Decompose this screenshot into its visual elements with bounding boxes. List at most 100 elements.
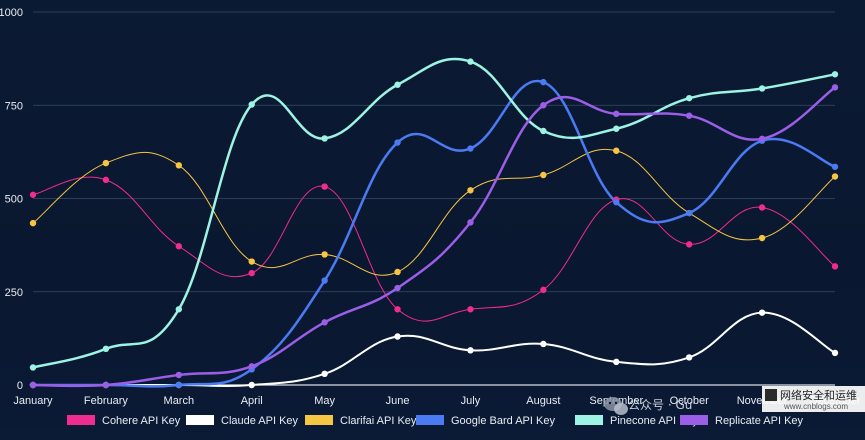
data-point <box>831 163 839 170</box>
data-point <box>467 219 474 226</box>
data-point <box>613 110 620 118</box>
data-point <box>248 381 255 389</box>
data-point <box>321 277 328 284</box>
data-point <box>29 191 37 198</box>
data-point <box>613 358 620 366</box>
data-point <box>831 173 839 180</box>
watermark-url: www.cnblogs.com <box>783 402 848 411</box>
data-point <box>685 354 693 361</box>
data-point <box>685 112 693 119</box>
data-point <box>175 162 183 169</box>
data-point <box>248 363 255 370</box>
data-point <box>102 176 110 184</box>
legend-swatch <box>305 415 333 425</box>
data-point <box>613 147 620 154</box>
data-point <box>321 370 328 378</box>
data-point <box>540 127 547 135</box>
y-tick-label: 0 <box>17 380 23 392</box>
x-tick-label: February <box>84 395 129 407</box>
data-point <box>467 347 474 354</box>
data-point <box>175 243 183 250</box>
y-tick-label: 750 <box>5 100 23 112</box>
data-point <box>29 364 37 371</box>
data-point <box>613 199 620 206</box>
data-point <box>394 333 401 340</box>
y-tick-label: 250 <box>5 287 23 299</box>
data-point <box>29 381 37 389</box>
data-point <box>102 345 110 353</box>
legend-label: Cohere API Key <box>102 415 181 427</box>
x-tick-label: May <box>314 395 335 407</box>
data-point <box>758 85 766 92</box>
data-point <box>321 251 328 258</box>
y-tick-label: 1000 <box>0 7 23 19</box>
data-point <box>758 204 766 211</box>
series-line-1 <box>33 311 836 387</box>
legend-swatch <box>67 415 95 425</box>
data-point <box>831 71 839 78</box>
data-point <box>831 263 839 270</box>
data-point <box>540 78 547 86</box>
y-tick-label: 500 <box>5 194 23 206</box>
data-point <box>29 219 37 227</box>
series-line-2 <box>32 148 836 276</box>
data-points <box>29 58 839 389</box>
data-point <box>248 258 255 265</box>
data-point <box>394 284 401 292</box>
data-point <box>467 187 474 194</box>
wechat-icon <box>604 397 628 415</box>
legend-swatch <box>186 415 214 425</box>
data-point <box>685 209 693 217</box>
watermark-logo-icon <box>765 389 777 401</box>
x-tick-label: July <box>461 395 481 407</box>
legend-label: Replicate API Key <box>715 415 804 427</box>
watermark-right-text: 网络安全和运维 <box>780 388 857 402</box>
data-point <box>321 183 328 190</box>
data-point <box>394 306 401 313</box>
data-point <box>102 381 110 389</box>
grid-lines <box>33 11 835 386</box>
legend-label: Claude API Key <box>221 415 299 427</box>
watermark-left-text: 公众号 · Gu <box>628 398 692 412</box>
data-point <box>394 268 401 276</box>
legend: Cohere API Key Claude API Key Clarifai API… <box>67 415 804 427</box>
legend-label: Clarifai API Key <box>340 415 417 427</box>
legend-swatch <box>680 415 708 425</box>
data-point <box>831 84 839 91</box>
x-tick-label: April <box>241 395 263 407</box>
data-point <box>540 102 547 109</box>
series-lines <box>32 57 836 388</box>
legend-label: Google Bard API Key <box>451 415 555 427</box>
data-point <box>394 139 401 146</box>
data-point <box>831 349 839 357</box>
data-point <box>321 135 328 142</box>
data-point <box>758 309 766 316</box>
data-point <box>102 159 110 167</box>
legend-swatch <box>575 415 603 425</box>
legend-swatch <box>416 415 444 425</box>
x-axis-ticks: January February March April May June July Augu… <box>13 395 860 407</box>
x-tick-label: January <box>13 395 53 407</box>
data-point <box>175 306 183 313</box>
data-point <box>685 241 693 248</box>
y-axis-ticks: 0 250 500 750 1000 <box>0 7 23 392</box>
x-tick-label: August <box>526 395 560 407</box>
series-line-3 <box>33 79 836 388</box>
x-tick-label: March <box>164 395 195 407</box>
data-point <box>540 171 547 179</box>
watermark: 公众号 · Gu 网络安全和运维 www.cnblogs.com <box>604 386 865 415</box>
data-point <box>467 58 474 65</box>
data-point <box>540 286 547 294</box>
data-point <box>758 234 766 242</box>
data-point <box>175 371 183 379</box>
watermark-box <box>762 386 865 412</box>
data-point <box>248 101 255 108</box>
data-point <box>685 94 693 102</box>
data-point <box>467 306 474 313</box>
data-point <box>758 135 766 143</box>
data-point <box>394 81 401 88</box>
data-point <box>467 145 474 152</box>
data-point <box>248 269 255 277</box>
data-point <box>175 381 183 389</box>
